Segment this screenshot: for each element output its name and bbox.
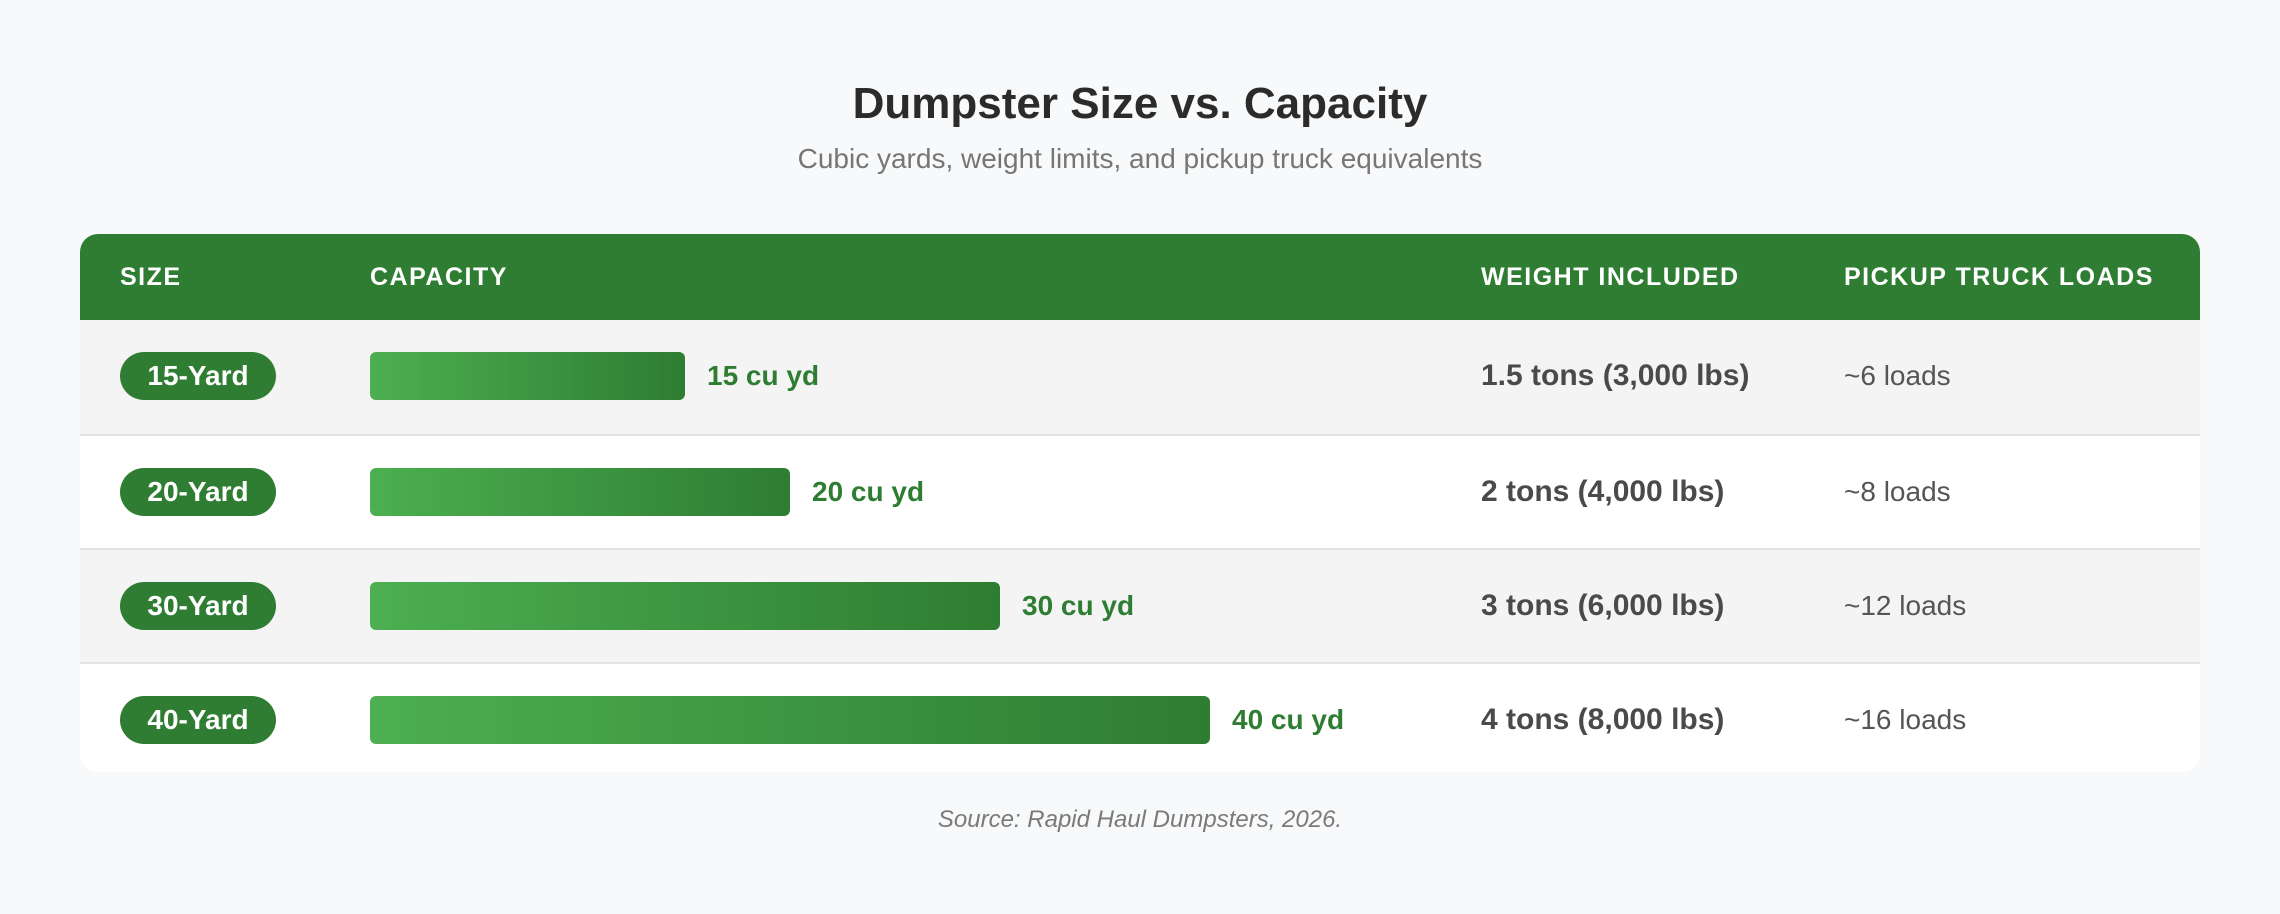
table-row: 30-Yard 30 cu yd 3 tons (6,000 lbs) ~12 … — [80, 548, 2200, 662]
weight-value: 2 tons (4,000 lbs) — [1481, 475, 1725, 508]
pickup-value: ~16 loads — [1844, 704, 1967, 735]
column-header-capacity: CAPACITY — [370, 263, 508, 291]
table-header: SIZE CAPACITY WEIGHT INCLUDED PICKUP TRU… — [80, 234, 2200, 320]
weight-value: 4 tons (8,000 lbs) — [1481, 703, 1725, 736]
column-header-pickup: PICKUP TRUCK LOADS — [1844, 263, 2154, 291]
capacity-bar — [370, 696, 1210, 744]
capacity-bar — [370, 468, 790, 516]
column-header-weight: WEIGHT INCLUDED — [1481, 263, 1740, 291]
size-badge: 20-Yard — [120, 468, 276, 516]
capacity-table: SIZE CAPACITY WEIGHT INCLUDED PICKUP TRU… — [80, 234, 2200, 772]
source-note: Source: Rapid Haul Dumpsters, 2026. — [937, 806, 1343, 833]
size-badge: 30-Yard — [120, 582, 276, 630]
weight-value: 1.5 tons (3,000 lbs) — [1481, 359, 1750, 392]
capacity-bar — [370, 352, 685, 400]
capacity-label: 20 cu yd — [812, 476, 925, 507]
size-badge: 40-Yard — [120, 696, 276, 744]
table-row: 15-Yard 15 cu yd 1.5 tons (3,000 lbs) ~6… — [80, 320, 2200, 434]
pickup-value: ~6 loads — [1844, 360, 1951, 391]
capacity-label: 40 cu yd — [1232, 704, 1345, 735]
capacity-bar — [370, 582, 1000, 630]
size-badge: 15-Yard — [120, 352, 276, 400]
chart-title: Dumpster Size vs. Capacity — [852, 79, 1428, 128]
column-header-size: SIZE — [120, 263, 182, 291]
pickup-value: ~8 loads — [1844, 476, 1951, 507]
capacity-label: 30 cu yd — [1022, 590, 1135, 621]
pickup-value: ~12 loads — [1844, 590, 1967, 621]
chart-subtitle: Cubic yards, weight limits, and pickup t… — [797, 143, 1483, 174]
capacity-label: 15 cu yd — [707, 360, 820, 391]
table-row: 20-Yard 20 cu yd 2 tons (4,000 lbs) ~8 l… — [80, 434, 2200, 548]
table-row: 40-Yard 40 cu yd 4 tons (8,000 lbs) ~16 … — [80, 662, 2200, 772]
weight-value: 3 tons (6,000 lbs) — [1481, 589, 1725, 622]
